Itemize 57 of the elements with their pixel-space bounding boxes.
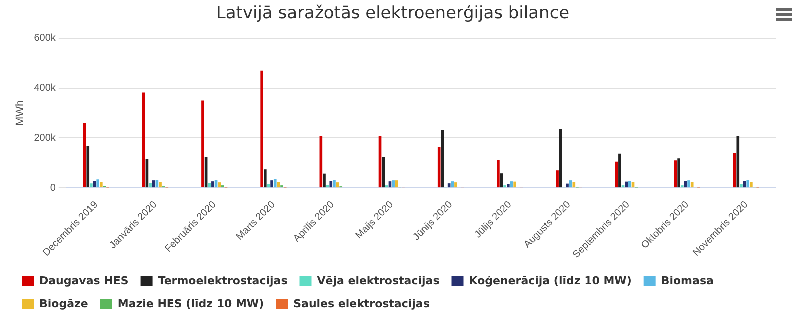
bar [507,184,510,188]
y-tick-label: 600k [34,33,57,44]
legend-label: Mazie HES (līdz 10 MW) [118,297,264,310]
bar [333,180,336,188]
bar [750,182,753,188]
bar [323,174,326,188]
bar [678,158,680,188]
bar [382,157,385,188]
bar [270,180,274,188]
bar [615,162,618,188]
bar [260,70,264,188]
bar [746,180,750,188]
bar [208,183,212,188]
bar [572,182,576,188]
bar [159,182,162,188]
y-tick-label: 0 [50,182,56,194]
bar [100,182,103,188]
bar [688,180,690,188]
bar [556,170,559,188]
legend-label: Termoelektrostacijas [158,274,288,288]
y-tick-label: 400k [34,83,57,94]
bar [566,184,569,188]
legend-label: Biomasa [661,274,714,288]
legend-label: Biogāze [40,297,88,310]
bar [142,92,146,188]
bar [264,170,267,188]
bar [395,180,398,188]
bar [202,100,204,188]
bar [451,182,454,188]
bar [212,182,214,188]
bar [96,180,100,188]
bar [330,181,333,188]
bar [628,181,632,188]
bar [392,180,395,188]
legend-label: Saules elektrostacijas [294,297,430,310]
chart-title: Latvijā saražotās elektroenerģijas bilance [216,4,570,24]
bar [218,182,222,188]
bar [454,182,458,188]
bar [149,183,152,188]
bar [497,160,500,188]
bar [152,180,156,188]
bar [690,182,694,188]
bar [618,154,622,188]
bar [274,179,277,188]
y-axis-title: MWh [14,100,27,126]
legend-label: Daugavas HES [40,274,129,288]
legend-label: Koģenerācija (līdz 10 MW) [469,274,632,288]
bar [86,146,90,188]
bar [90,184,93,188]
bar [438,147,441,188]
bar [559,129,562,188]
bar [736,136,740,188]
y-tick-label: 200k [34,132,57,144]
bar [625,182,628,188]
bar [740,184,743,188]
bar [514,182,516,188]
legend-label: Vēja elektrostacijas [317,274,440,288]
